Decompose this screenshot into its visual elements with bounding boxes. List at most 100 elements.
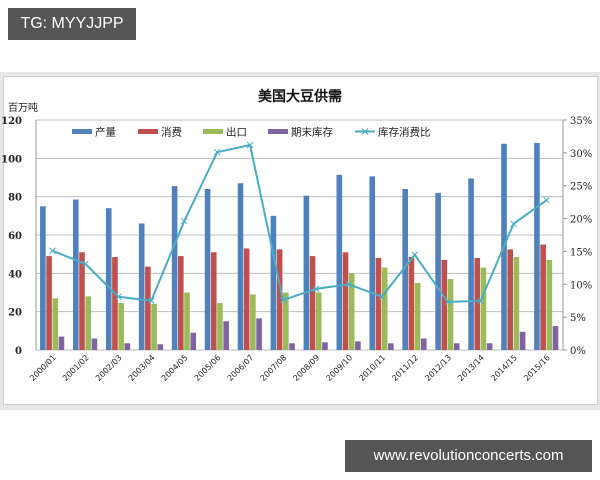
y-tick-label: 100 — [1, 154, 22, 165]
y-tick-label: 0 — [15, 346, 22, 357]
y-axis-left: 0 20 40 60 80 100 120 — [1, 116, 22, 357]
y-axis-unit-label: 百万吨 — [8, 101, 38, 114]
x-marker-icon — [543, 196, 550, 204]
y-right-tick-label: 35% — [570, 116, 592, 127]
legend-label: 出口 — [226, 126, 247, 139]
x-tick-label: 2015/16 — [522, 353, 552, 383]
y-right-tick-label: 25% — [570, 182, 592, 193]
x-tick-label: 2006/07 — [226, 353, 256, 383]
ratio-line-series — [49, 141, 550, 306]
x-tick-label: 2008/09 — [292, 353, 322, 383]
bar — [414, 282, 421, 350]
bar — [468, 178, 474, 350]
y-right-tick-label: 15% — [570, 247, 592, 258]
legend-swatch — [72, 129, 92, 134]
legend-label: 产量 — [95, 126, 116, 139]
legend-swatch — [203, 129, 223, 134]
bar — [375, 258, 382, 350]
x-marker-icon — [49, 247, 56, 255]
watermark-bottom-right: www.revolutionconcerts.com — [345, 440, 592, 472]
bar — [79, 252, 85, 350]
bar — [145, 266, 151, 350]
bar — [534, 143, 540, 350]
legend-label: 消费 — [161, 126, 182, 139]
y-tick-label: 20 — [8, 308, 22, 319]
x-tick-label: 2005/06 — [193, 353, 223, 383]
bar — [355, 341, 361, 350]
y-tick-label: 40 — [8, 269, 22, 280]
bar — [348, 273, 355, 350]
bar — [435, 192, 441, 350]
x-marker-icon — [114, 293, 122, 301]
y-right-tick-label: 10% — [570, 280, 592, 291]
bar — [46, 256, 52, 350]
bar — [58, 336, 65, 350]
bar — [474, 258, 481, 350]
x-marker-icon — [411, 251, 419, 259]
legend-swatch — [138, 129, 158, 134]
bar — [336, 174, 343, 350]
x-tick-label: 2007/08 — [259, 353, 289, 383]
x-axis: 2000/01 2001/02 2002/03 2003/04 2004/05 2005/… — [28, 353, 552, 383]
bar — [540, 244, 546, 350]
bar — [178, 256, 184, 350]
bar — [118, 303, 124, 350]
x-marker-icon — [279, 296, 287, 304]
x-tick-label: 2013/14 — [456, 353, 486, 383]
bar — [40, 206, 46, 350]
y-right-tick-label: 0% — [570, 346, 586, 357]
legend-label: 期末库存 — [291, 126, 333, 139]
bar — [184, 292, 190, 350]
bar — [157, 344, 164, 350]
bar — [519, 331, 526, 350]
x-tick-label: 2014/15 — [489, 353, 519, 383]
bar — [453, 343, 460, 350]
bar — [486, 343, 493, 350]
legend-item: 出口 — [203, 126, 247, 139]
bar — [507, 249, 513, 350]
bar — [342, 252, 349, 350]
bar — [73, 199, 79, 350]
bar — [480, 267, 487, 350]
bar — [112, 257, 118, 350]
x-tick-label: 2012/13 — [423, 353, 453, 383]
x-marker-icon — [82, 260, 89, 268]
watermark-top-left: TG: MYYJJPP — [8, 8, 136, 40]
x-marker-icon — [147, 297, 155, 305]
bar — [105, 208, 112, 350]
bar — [91, 338, 98, 350]
x-tick-label: 2001/02 — [61, 353, 91, 383]
bar — [52, 298, 59, 350]
bar — [190, 332, 197, 350]
x-tick-label: 2003/04 — [127, 353, 157, 383]
bar — [85, 296, 92, 350]
legend-item: 消费 — [138, 126, 182, 139]
x-tick-label: 2011/12 — [390, 353, 420, 383]
x-marker-icon — [213, 148, 221, 156]
bar — [513, 257, 520, 350]
y-right-tick-label: 5% — [570, 313, 586, 324]
bar-series — [40, 143, 559, 350]
y-tick-label: 120 — [1, 116, 22, 127]
bar — [309, 256, 316, 350]
x-marker-icon — [378, 293, 386, 301]
bar — [210, 252, 217, 350]
bar — [303, 195, 310, 350]
y-right-tick-label: 30% — [570, 149, 592, 160]
legend-item: 产量 — [72, 126, 116, 139]
x-tick-label: 2000/01 — [28, 353, 58, 383]
bar — [204, 189, 211, 350]
legend-label: 库存消费比 — [378, 126, 431, 139]
x-tick-label: 2002/03 — [94, 353, 124, 383]
y-tick-label: 60 — [8, 231, 22, 242]
x-marker-icon — [345, 280, 353, 288]
bar — [388, 343, 394, 350]
ratio-line — [52, 143, 548, 304]
x-marker-icon — [477, 297, 485, 305]
bar — [402, 189, 408, 350]
bar — [138, 223, 145, 350]
bar — [441, 259, 448, 350]
bar — [270, 215, 277, 350]
bar — [408, 257, 415, 350]
x-tick-label: 2009/10 — [324, 353, 354, 383]
